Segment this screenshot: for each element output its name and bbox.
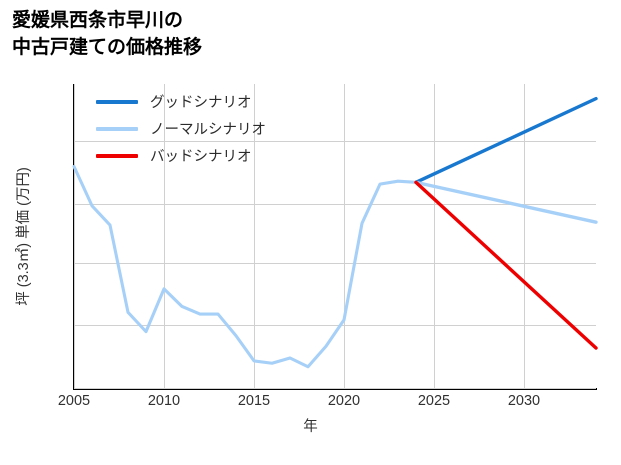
gridline-x-2005	[74, 84, 75, 389]
series-line-3	[414, 180, 598, 350]
gridline-y-21	[74, 263, 596, 264]
gridline-x-2030	[524, 84, 525, 389]
xtick-label-2030: 2030	[507, 393, 541, 409]
chart-title: 愛媛県西条市早川の 中古戸建ての価格推移	[12, 10, 203, 58]
legend-label-good: グッドシナリオ	[150, 95, 252, 111]
xtick-label-2015: 2015	[237, 393, 271, 409]
plot-area	[72, 84, 598, 389]
legend-item-good: グッドシナリオ	[96, 88, 266, 115]
gridline-y-23	[74, 141, 596, 142]
y-axis-label: 坪 (3.3㎡) 単価 (万円)	[16, 167, 32, 306]
chart-legend: グッドシナリオ ノーマルシナリオ バッドシナリオ	[96, 88, 266, 169]
series-line-0	[72, 164, 418, 369]
x-axis-label: 年	[303, 419, 318, 435]
xtick-label-2025: 2025	[417, 393, 451, 409]
legend-swatch-bad	[96, 153, 138, 158]
gridline-x-2015	[254, 84, 255, 389]
xtick-label-2010: 2010	[147, 393, 181, 409]
gridline-x-2025	[434, 84, 435, 389]
legend-label-normal: ノーマルシナリオ	[150, 122, 266, 138]
gridline-y-20	[74, 325, 596, 326]
legend-item-normal: ノーマルシナリオ	[96, 115, 266, 142]
series-line-2	[414, 180, 598, 224]
series-lines	[72, 96, 598, 369]
x-axis-spine	[73, 388, 597, 390]
legend-item-bad: バッドシナリオ	[96, 142, 266, 169]
legend-swatch-good	[96, 99, 138, 104]
gridline-y-22	[74, 204, 596, 205]
gridline-x-2010	[164, 84, 165, 389]
gridline-y-19	[74, 388, 596, 389]
legend-label-bad: バッドシナリオ	[150, 149, 252, 165]
y-axis-label-wrap: 坪 (3.3㎡) 単価 (万円)	[16, 84, 40, 389]
series-line-1	[414, 96, 598, 185]
legend-swatch-normal	[96, 126, 138, 131]
gridline-x-2020	[344, 84, 345, 389]
xtick-label-2020: 2020	[327, 393, 361, 409]
xtick-label-2005: 2005	[57, 393, 91, 409]
